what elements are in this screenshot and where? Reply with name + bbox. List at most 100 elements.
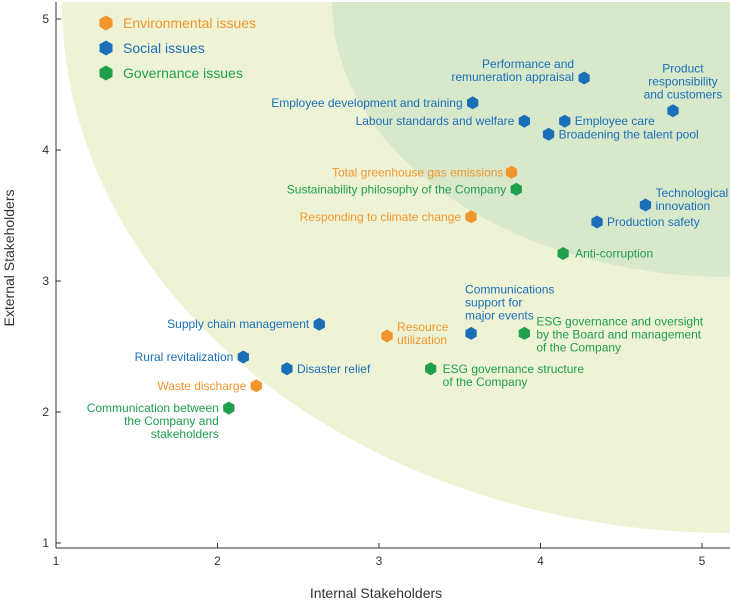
data-point-governance: ESG governance structure of the Company [425,362,584,389]
point-label-line: Communications [465,282,554,296]
x-tick-label: 1 [53,554,60,568]
data-point-social: Employee development and training [271,96,479,110]
point-label-line: Communication between [87,401,219,415]
y-tick-label: 4 [42,143,49,157]
legend-environmental-marker [99,15,113,31]
social-marker [237,350,249,364]
plot-background [56,2,730,548]
point-label-line: Performance and [482,57,574,71]
governance-marker [425,362,437,376]
x-tick-label: 3 [376,554,383,568]
data-points: Total greenhouse gas emissions Responding… [87,57,728,441]
point-label-line: remuneration appraisal [451,70,574,84]
social-marker [667,104,679,118]
point-label-line: major events [465,308,534,322]
data-point-environmental: Resource utilization [381,320,449,347]
point-label-line: Resource [397,320,449,334]
data-point-social: Supply chain management [167,317,325,331]
point-label: Broadening the talent pool [559,127,699,141]
point-label: ESG governance structure of the Company [443,362,585,389]
data-point-social: Communications support for major events [465,282,554,340]
point-label: Labour standards and welfare [356,114,515,128]
point-label: Employee development and training [271,96,462,110]
point-label: Sustainability philosophy of the Company [287,182,506,196]
point-label-line: the Company and [124,414,219,428]
point-label: Total greenhouse gas emissions [332,165,503,179]
legend-item-social: Social issues [99,40,205,56]
point-label: Communication between the Company and stak… [87,401,219,441]
data-point-governance: Communication between the Company and stak… [87,401,235,441]
y-tick-label: 5 [42,12,49,26]
point-label: Anti-corruption [575,246,653,260]
data-point-governance: Sustainability philosophy of the Company [287,182,522,196]
point-label-line: and customers [644,88,723,102]
point-label-line: utilization [397,333,447,347]
point-label: Waste discharge [157,379,246,393]
x-axis-title: Internal Stakeholders [310,585,442,601]
data-point-environmental: Responding to climate change [300,210,477,224]
point-label-line: ESG governance structure [443,362,585,376]
y-axis-title: External Stakeholders [1,190,17,327]
x-tick-label: 5 [699,554,706,568]
point-label-line: of the Company [536,340,621,354]
environmental-marker [465,210,477,224]
governance-marker [518,326,530,340]
data-point-social: Production safety [591,215,700,229]
point-label: ESG governance and oversight by the Board… [536,314,703,354]
legend-item-governance: Governance issues [99,65,243,81]
point-label: Performance and remuneration appraisal [451,57,574,84]
legend-label: Environmental issues [123,15,256,31]
social-marker [518,114,530,128]
data-point-social: Rural revitalization [135,350,249,364]
y-tick-label: 2 [42,405,49,419]
data-point-social: Labour standards and welfare [356,114,530,128]
data-point-social: Performance and remuneration appraisal [451,57,590,85]
legend: Environmental issues Social issues Governa… [99,15,256,81]
axis-ticks: 1 2 3 4 5 1 2 3 4 5 [42,12,705,568]
governance-marker [557,247,569,260]
social-marker [281,362,293,376]
high-importance-zone [332,2,730,277]
point-label: Technological innovation [655,186,728,213]
environmental-marker [381,329,393,343]
social-marker [591,215,603,229]
point-label: Disaster relief [297,362,371,376]
data-point-environmental: Total greenhouse gas emissions [332,165,518,179]
y-tick-label: 1 [42,536,49,550]
point-label: Resource utilization [397,320,449,347]
social-marker [467,96,479,110]
governance-marker [223,401,235,415]
social-marker [559,114,571,128]
social-marker [578,71,590,85]
legend-social-marker [99,40,113,56]
data-point-governance: Anti-corruption [557,246,653,260]
point-label-line: responsibility [648,75,717,89]
social-marker [542,127,555,141]
point-label-line: of the Company [443,375,528,389]
social-marker [313,317,325,331]
point-label-line: stakeholders [151,427,219,441]
data-point-governance: ESG governance and oversight by the Board… [518,314,704,354]
legend-governance-marker [99,65,113,81]
environmental-marker [250,379,262,393]
point-label-line: Technological [655,186,728,200]
point-label: Communications support for major events [465,282,554,322]
point-label: Product responsibility and customers [644,62,723,102]
data-point-social: Disaster relief [281,362,371,376]
environmental-marker [505,165,518,179]
point-label-line: ESG governance and oversight [536,314,703,328]
y-tick-label: 3 [42,274,49,288]
point-label-line: support for [465,295,522,309]
point-label: Rural revitalization [135,350,234,364]
legend-label: Social issues [123,40,205,56]
data-point-social: Product responsibility and customers [644,62,723,118]
data-point-social: Employee care [559,114,655,128]
x-tick-label: 2 [214,554,221,568]
governance-marker [510,182,522,196]
point-label-line: by the Board and management [536,327,701,341]
point-label: Supply chain management [167,317,310,331]
data-point-social: Technological innovation [639,186,728,213]
data-point-environmental: Waste discharge [157,379,262,393]
legend-item-environmental: Environmental issues [99,15,256,31]
